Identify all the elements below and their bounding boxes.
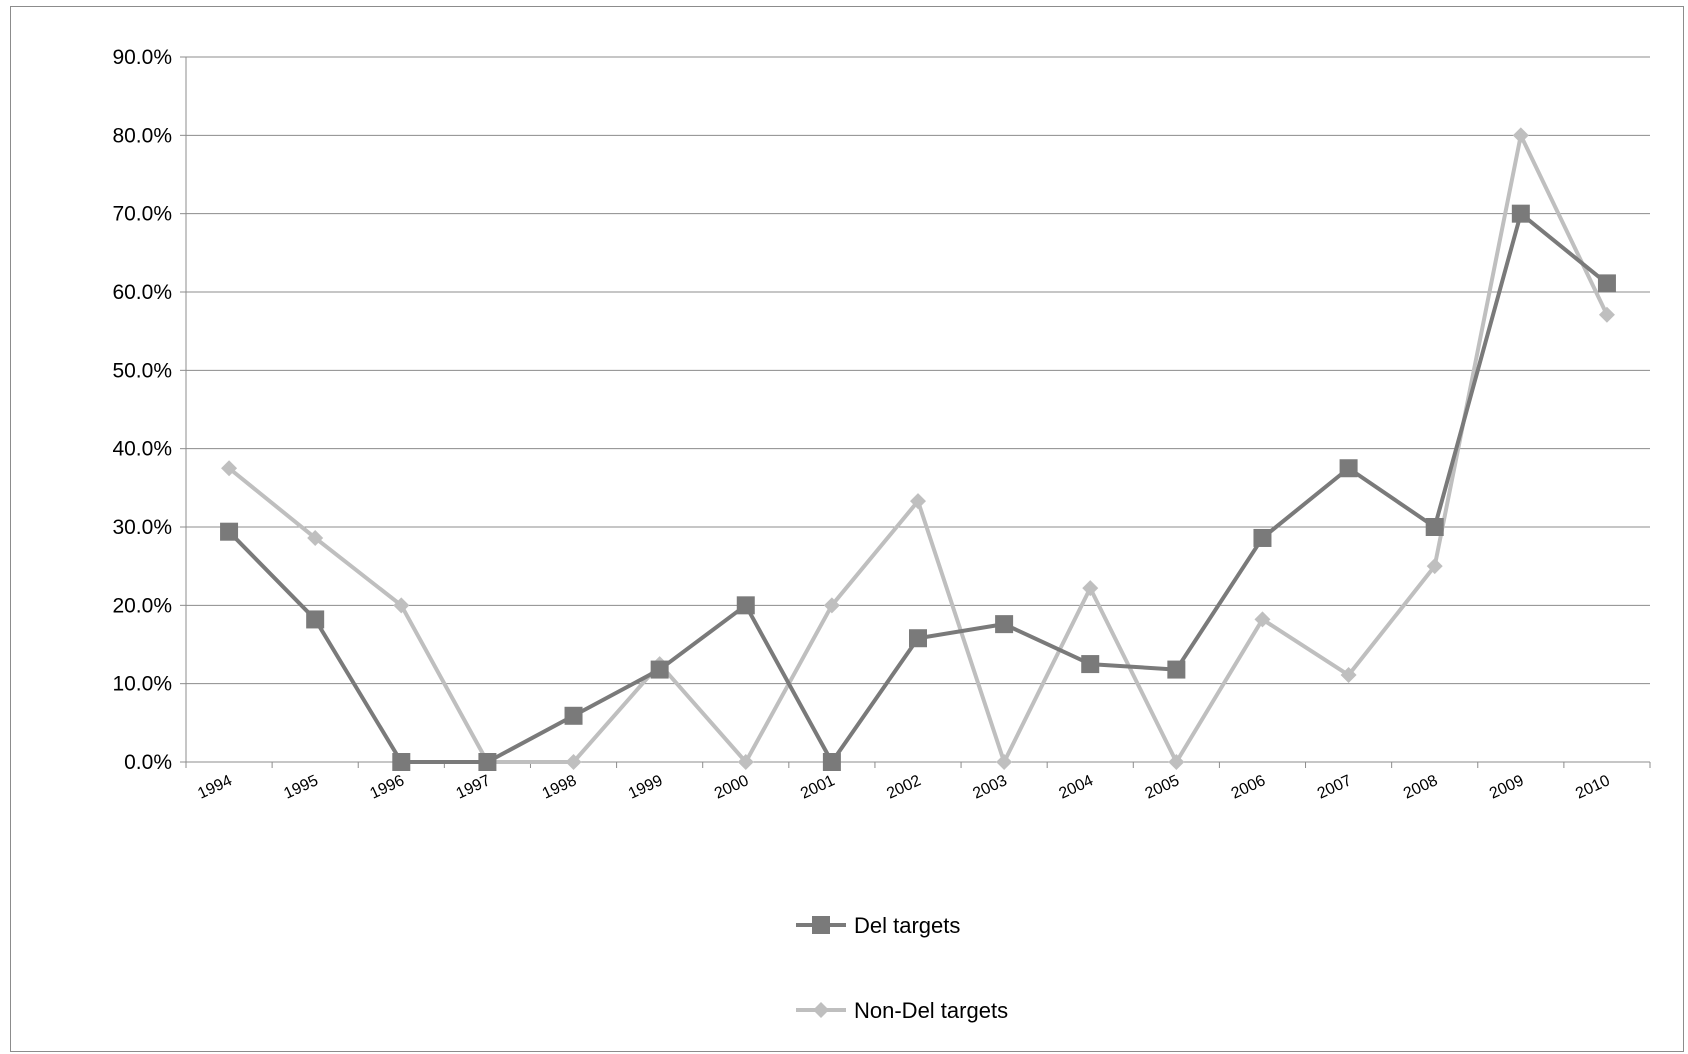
x-tick-label: 1999 (626, 772, 666, 802)
gridlines (186, 56, 1650, 685)
data-point (1426, 558, 1443, 575)
data-point (822, 753, 841, 771)
y-tick-label: 80.0% (112, 124, 172, 147)
data-point (650, 660, 669, 679)
legend-entry: Del targets (796, 913, 960, 938)
data-point (1253, 528, 1272, 547)
x-tick-label: 2010 (1573, 772, 1613, 802)
chart-frame: 0.0% 10.0% 20.0% 30.0% 40.0% 50.0% 60.0% 70.0% 8… (10, 6, 1684, 1052)
series-del-targets (220, 204, 1616, 771)
data-point (737, 754, 754, 770)
x-tick-label: 2007 (1315, 772, 1355, 802)
x-tick-label: 1998 (540, 772, 580, 802)
x-tick-label: 1994 (195, 772, 235, 802)
data-point (564, 706, 583, 725)
legend-label: Non-Del targets (854, 998, 1008, 1023)
y-tick-label: 70.0% (112, 203, 172, 226)
series-lines (220, 127, 1616, 771)
line-chart: 0.0% 10.0% 20.0% 30.0% 40.0% 50.0% 60.0% 70.0% 8… (112, 46, 1651, 1023)
legend-label: Del targets (854, 913, 960, 938)
data-point (1254, 611, 1271, 628)
data-point (1082, 580, 1099, 597)
data-point (306, 610, 325, 629)
data-point (393, 597, 410, 614)
data-point (823, 597, 840, 614)
data-point (392, 753, 411, 771)
x-tick-label: 2000 (712, 772, 752, 802)
series-line (227, 211, 1609, 764)
x-tick-label: 1997 (454, 772, 494, 802)
legend-entry: Non-Del targets (796, 998, 1008, 1023)
y-tick-label: 90.0% (112, 46, 172, 69)
data-point (1511, 204, 1530, 223)
y-tick-label: 50.0% (112, 359, 172, 382)
legend-marker (813, 1002, 829, 1018)
x-tick-label: 2002 (884, 772, 924, 802)
data-point (220, 522, 239, 541)
y-tick-label: 60.0% (112, 281, 172, 304)
x-tick-label: 2006 (1229, 772, 1269, 802)
x-axis-tick-labels: 1994 1995 1996 1997 1998 1999 2000 2001 2002 2003… (195, 772, 1612, 802)
y-axis-tick-labels: 0.0% 10.0% 20.0% 30.0% 40.0% 50.0% 60.0% 70.0% 8… (112, 46, 172, 774)
x-tick-label: 2004 (1056, 772, 1096, 802)
series-non-del-targets (221, 127, 1615, 770)
x-tick-label: 2001 (798, 772, 838, 802)
x-tick-label: 2005 (1143, 772, 1183, 802)
y-tick-label: 30.0% (112, 516, 172, 539)
y-tick-label: 20.0% (112, 594, 172, 617)
data-point (307, 529, 324, 546)
y-tick-label: 0.0% (124, 751, 172, 774)
data-point (736, 596, 755, 615)
data-point (1597, 274, 1616, 293)
data-point (1168, 754, 1185, 770)
x-tick-label: 1995 (281, 772, 321, 802)
data-point (478, 753, 497, 771)
y-tick-label: 10.0% (112, 673, 172, 696)
legend-marker (812, 916, 830, 934)
data-point (1081, 655, 1100, 674)
data-point (910, 493, 926, 510)
data-point (565, 754, 582, 770)
x-tick-label: 2008 (1401, 772, 1441, 802)
y-tick-label: 40.0% (112, 438, 172, 461)
x-tick-label: 2003 (970, 772, 1010, 802)
data-point (1167, 660, 1186, 679)
x-tick-label: 2009 (1487, 772, 1527, 802)
data-point (1598, 306, 1615, 323)
data-point (1339, 459, 1358, 478)
data-point (221, 460, 238, 477)
data-point (1340, 667, 1357, 684)
legend: Del targets Non-Del targets (796, 913, 1008, 1023)
data-point (909, 629, 927, 648)
x-tick-label: 1996 (368, 772, 408, 802)
data-point (1425, 518, 1444, 536)
axes (180, 56, 1651, 768)
data-point (1512, 127, 1529, 144)
data-point (996, 754, 1013, 770)
data-point (995, 615, 1014, 634)
